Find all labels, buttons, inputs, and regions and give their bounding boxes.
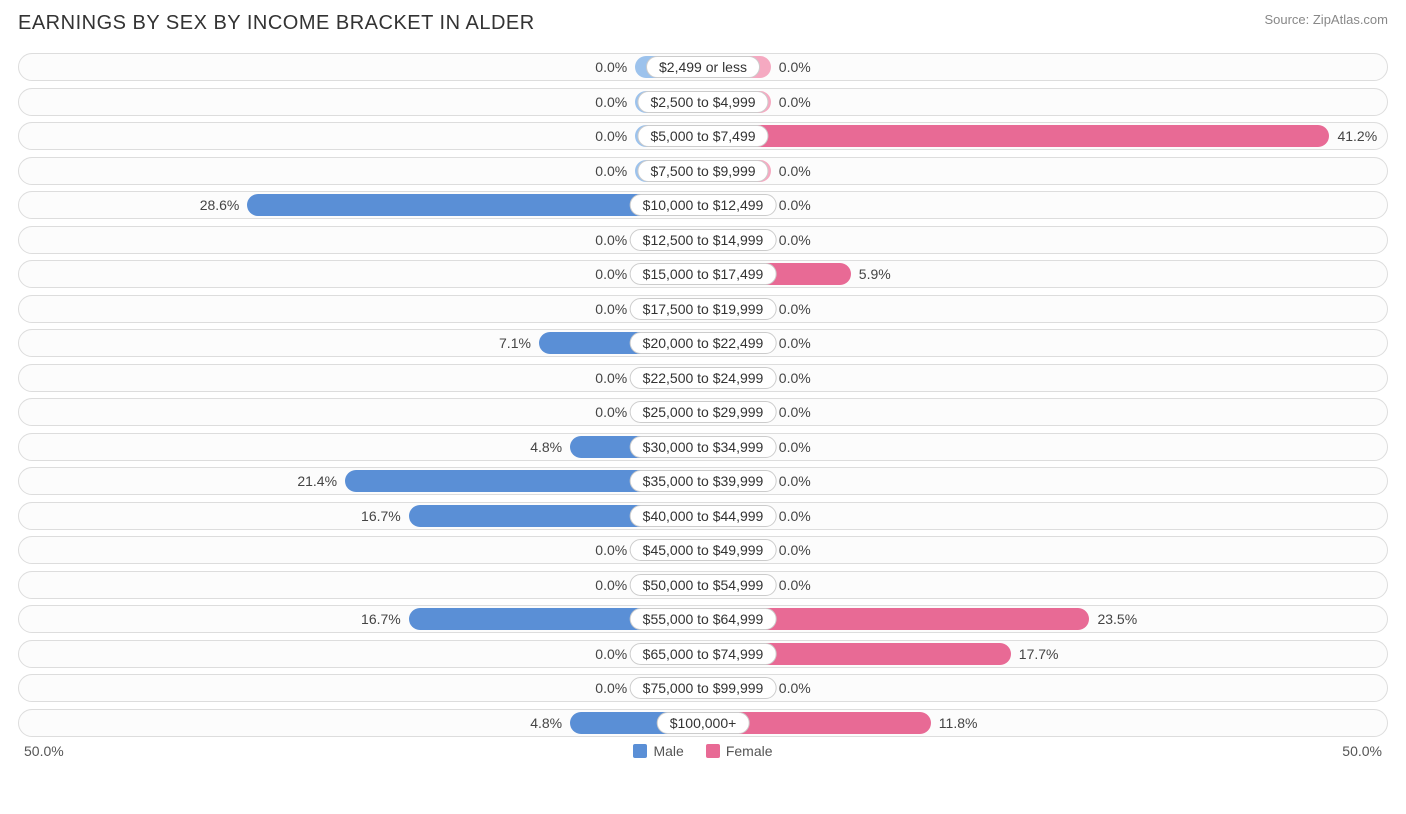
legend-label-male: Male [653,743,683,759]
female-value-label: 11.8% [939,712,978,734]
bracket-label: $65,000 to $74,999 [630,643,777,665]
male-value-label: 4.8% [530,712,562,734]
female-value-label: 0.0% [779,91,811,113]
bracket-label: $15,000 to $17,499 [630,263,777,285]
bracket-label: $10,000 to $12,499 [630,194,777,216]
chart-row: 0.0% 0.0%$45,000 to $49,999 [18,536,1388,564]
male-value-label: 16.7% [361,608,401,630]
chart-row: 16.7% 23.5% $55,000 to $64,999 [18,605,1388,633]
bracket-label: $20,000 to $22,499 [630,332,777,354]
chart-row: 0.0% 0.0%$50,000 to $54,999 [18,571,1388,599]
chart-row: 21.4% 0.0%$35,000 to $39,999 [18,467,1388,495]
male-value-label: 0.0% [595,677,627,699]
female-value-label: 0.0% [779,160,811,182]
female-bar [703,125,1329,147]
male-value-label: 0.0% [595,56,627,78]
bracket-label: $40,000 to $44,999 [630,505,777,527]
diverging-bar-chart: 0.0% 0.0% $2,499 or less 0.0% 0.0% $2,500 to … [18,53,1388,737]
chart-row: 0.0% 0.0% $2,500 to $4,999 [18,88,1388,116]
female-value-label: 0.0% [779,401,811,423]
male-value-label: 0.0% [595,263,627,285]
axis-row: 50.0% Male Female 50.0% [18,743,1388,759]
female-value-label: 0.0% [779,436,811,458]
male-value-label: 0.0% [595,91,627,113]
chart-row: 0.0% 0.0%$75,000 to $99,999 [18,674,1388,702]
female-value-label: 0.0% [779,332,811,354]
bracket-label: $30,000 to $34,999 [630,436,777,458]
male-value-label: 0.0% [595,574,627,596]
chart-row: 0.0% 17.7% $65,000 to $74,999 [18,640,1388,668]
chart-row: 0.0% 5.9% $15,000 to $17,499 [18,260,1388,288]
bracket-label: $7,500 to $9,999 [637,160,768,182]
chart-row: 4.8% 11.8% $100,000+ [18,709,1388,737]
axis-left-label: 50.0% [24,743,64,759]
female-value-label: 0.0% [779,56,811,78]
bracket-label: $50,000 to $54,999 [630,574,777,596]
female-value-label: 0.0% [779,194,811,216]
male-value-label: 21.4% [297,470,337,492]
chart-row: 0.0% 0.0% $2,499 or less [18,53,1388,81]
male-value-label: 0.0% [595,160,627,182]
male-value-label: 0.0% [595,539,627,561]
chart-row: 0.0% 41.2% $5,000 to $7,499 [18,122,1388,150]
chart-title: EARNINGS BY SEX BY INCOME BRACKET IN ALD… [18,12,535,35]
bracket-label: $35,000 to $39,999 [630,470,777,492]
female-value-label: 0.0% [779,298,811,320]
bracket-label: $55,000 to $64,999 [630,608,777,630]
bracket-label: $100,000+ [657,712,750,734]
male-value-label: 0.0% [595,401,627,423]
bracket-label: $2,499 or less [646,56,760,78]
bracket-label: $25,000 to $29,999 [630,401,777,423]
legend-item-female: Female [706,743,773,759]
female-value-label: 41.2% [1337,125,1377,147]
legend-label-female: Female [726,743,773,759]
female-value-label: 17.7% [1019,643,1059,665]
bracket-label: $5,000 to $7,499 [637,125,768,147]
bracket-label: $17,500 to $19,999 [630,298,777,320]
chart-row: 4.8% 0.0%$30,000 to $34,999 [18,433,1388,461]
male-value-label: 4.8% [530,436,562,458]
female-value-label: 0.0% [779,470,811,492]
female-value-label: 0.0% [779,574,811,596]
chart-source: Source: ZipAtlas.com [1264,12,1388,27]
bracket-label: $2,500 to $4,999 [637,91,768,113]
chart-row: 0.0% 0.0%$12,500 to $14,999 [18,226,1388,254]
male-value-label: 28.6% [200,194,240,216]
legend-swatch-female [706,744,720,758]
male-value-label: 7.1% [499,332,531,354]
source-prefix: Source: [1264,12,1312,27]
female-value-label: 0.0% [779,505,811,527]
female-value-label: 0.0% [779,367,811,389]
male-value-label: 0.0% [595,298,627,320]
chart-legend: Male Female [633,743,772,759]
legend-swatch-male [633,744,647,758]
bracket-label: $75,000 to $99,999 [630,677,777,699]
chart-row: 0.0% 0.0% $7,500 to $9,999 [18,157,1388,185]
male-value-label: 0.0% [595,367,627,389]
legend-item-male: Male [633,743,683,759]
male-value-label: 16.7% [361,505,401,527]
bracket-label: $22,500 to $24,999 [630,367,777,389]
source-name: ZipAtlas.com [1313,12,1388,27]
female-value-label: 5.9% [859,263,891,285]
female-value-label: 0.0% [779,677,811,699]
chart-header: EARNINGS BY SEX BY INCOME BRACKET IN ALD… [18,12,1388,35]
female-value-label: 0.0% [779,539,811,561]
male-value-label: 0.0% [595,643,627,665]
chart-row: 0.0% 0.0%$22,500 to $24,999 [18,364,1388,392]
chart-row: 7.1% 0.0%$20,000 to $22,499 [18,329,1388,357]
chart-row: 0.0% 0.0%$17,500 to $19,999 [18,295,1388,323]
female-value-label: 23.5% [1097,608,1137,630]
bracket-label: $45,000 to $49,999 [630,539,777,561]
axis-right-label: 50.0% [1342,743,1382,759]
chart-row: 28.6% 0.0%$10,000 to $12,499 [18,191,1388,219]
chart-row: 16.7% 0.0%$40,000 to $44,999 [18,502,1388,530]
male-value-label: 0.0% [595,229,627,251]
female-value-label: 0.0% [779,229,811,251]
chart-row: 0.0% 0.0%$25,000 to $29,999 [18,398,1388,426]
male-value-label: 0.0% [595,125,627,147]
bracket-label: $12,500 to $14,999 [630,229,777,251]
